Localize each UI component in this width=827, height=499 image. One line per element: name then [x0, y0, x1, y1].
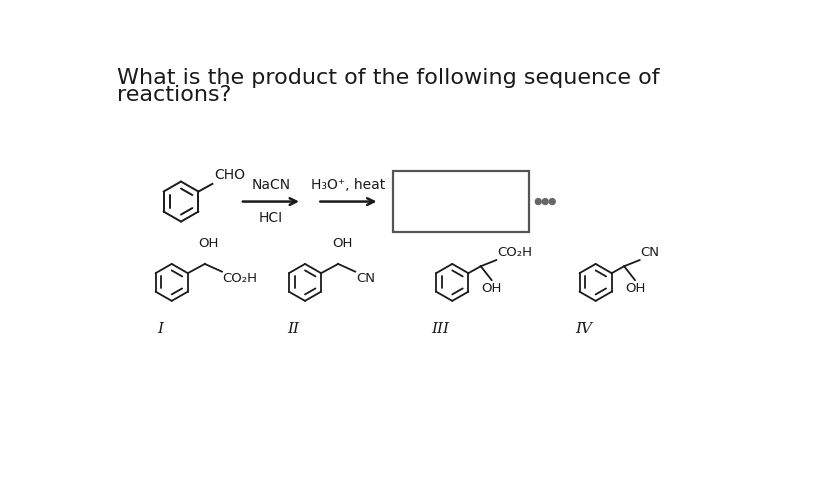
- Text: reactions?: reactions?: [117, 85, 232, 105]
- Text: I: I: [157, 322, 163, 336]
- Text: IV: IV: [575, 322, 592, 336]
- Text: CHO: CHO: [213, 168, 245, 182]
- Circle shape: [548, 199, 554, 205]
- Circle shape: [535, 199, 541, 205]
- Text: OH: OH: [480, 282, 501, 295]
- Text: OH: OH: [624, 282, 644, 295]
- Text: What is the product of the following sequence of: What is the product of the following seq…: [117, 67, 659, 88]
- Bar: [393, 171, 528, 233]
- Text: CN: CN: [639, 247, 658, 259]
- Circle shape: [542, 199, 547, 205]
- Text: OH: OH: [332, 237, 352, 250]
- Text: CO₂H: CO₂H: [222, 272, 257, 285]
- Text: III: III: [431, 322, 449, 336]
- Text: II: II: [287, 322, 299, 336]
- Text: OH: OH: [198, 237, 219, 250]
- Text: NaCN: NaCN: [251, 178, 290, 192]
- Text: CO₂H: CO₂H: [496, 247, 532, 259]
- Text: HCI: HCI: [259, 211, 283, 225]
- Text: H₃O⁺, heat: H₃O⁺, heat: [311, 178, 385, 192]
- Text: CN: CN: [356, 272, 375, 285]
